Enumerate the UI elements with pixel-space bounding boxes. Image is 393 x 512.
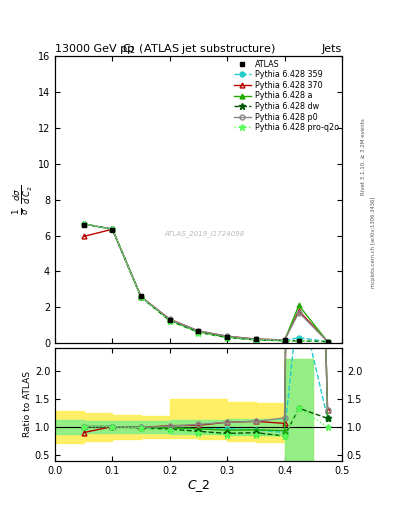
Pythia 6.428 pro-q2o — [253, 337, 258, 343]
Pythia 6.428 a — [81, 221, 86, 227]
Pythia 6.428 pro-q2o — [196, 330, 201, 336]
ATLAS — [196, 328, 201, 334]
ATLAS — [110, 227, 115, 233]
Pythia 6.428 pro-q2o — [282, 337, 287, 344]
Pythia 6.428 359 — [139, 294, 143, 300]
Pythia 6.428 359 — [110, 226, 115, 232]
ATLAS — [253, 336, 258, 343]
Pythia 6.428 dw — [282, 337, 287, 344]
Pythia 6.428 a — [253, 336, 258, 343]
Pythia 6.428 370 — [253, 336, 258, 342]
Pythia 6.428 pro-q2o — [325, 339, 330, 345]
Pythia 6.428 p0 — [110, 226, 115, 232]
Pythia 6.428 359 — [253, 336, 258, 343]
Text: ATLAS_2019_I1724098: ATLAS_2019_I1724098 — [164, 231, 244, 238]
Pythia 6.428 370 — [297, 308, 301, 314]
Text: mcplots.cern.ch [arXiv:1306.3436]: mcplots.cern.ch [arXiv:1306.3436] — [371, 197, 376, 288]
Pythia 6.428 370 — [282, 337, 287, 343]
Text: 13000 GeV pp: 13000 GeV pp — [55, 44, 134, 54]
Y-axis label: Ratio to ATLAS: Ratio to ATLAS — [23, 372, 32, 437]
X-axis label: $C\_2$: $C\_2$ — [187, 478, 210, 495]
Pythia 6.428 a — [139, 294, 143, 300]
Pythia 6.428 359 — [282, 337, 287, 344]
Text: Rivet 3.1.10, ≥ 3.2M events: Rivet 3.1.10, ≥ 3.2M events — [361, 118, 366, 195]
Text: Jets: Jets — [321, 44, 342, 54]
Pythia 6.428 370 — [196, 328, 201, 334]
Pythia 6.428 p0 — [282, 337, 287, 343]
Pythia 6.428 359 — [196, 329, 201, 335]
Pythia 6.428 a — [167, 317, 172, 323]
Pythia 6.428 a — [325, 338, 330, 345]
Pythia 6.428 p0 — [196, 328, 201, 334]
Pythia 6.428 pro-q2o — [167, 318, 172, 324]
ATLAS — [282, 337, 287, 344]
ATLAS — [81, 222, 86, 228]
Pythia 6.428 a — [282, 337, 287, 344]
Y-axis label: $\frac{1}{\sigma}\ \frac{d\sigma}{d\,C_2}$: $\frac{1}{\sigma}\ \frac{d\sigma}{d\,C_2… — [12, 184, 35, 215]
Pythia 6.428 359 — [81, 221, 86, 227]
Line: Pythia 6.428 dw: Pythia 6.428 dw — [80, 220, 331, 345]
ATLAS — [167, 316, 172, 323]
Pythia 6.428 pro-q2o — [139, 294, 143, 301]
Pythia 6.428 370 — [139, 294, 143, 300]
Pythia 6.428 a — [225, 334, 230, 340]
Pythia 6.428 p0 — [139, 294, 143, 300]
ATLAS — [139, 293, 143, 300]
Pythia 6.428 a — [297, 302, 301, 308]
Pythia 6.428 a — [110, 226, 115, 232]
Pythia 6.428 dw — [297, 338, 301, 344]
Pythia 6.428 dw — [253, 337, 258, 343]
Pythia 6.428 p0 — [225, 333, 230, 339]
Line: Pythia 6.428 370: Pythia 6.428 370 — [81, 227, 330, 344]
Pythia 6.428 pro-q2o — [297, 338, 301, 344]
Pythia 6.428 dw — [139, 294, 143, 301]
ATLAS — [325, 339, 330, 345]
Pythia 6.428 p0 — [325, 338, 330, 345]
Line: Pythia 6.428 a: Pythia 6.428 a — [81, 222, 330, 344]
Pythia 6.428 359 — [297, 335, 301, 341]
Pythia 6.428 pro-q2o — [81, 221, 86, 227]
Pythia 6.428 370 — [225, 333, 230, 339]
Title: C$_2$ (ATLAS jet substructure): C$_2$ (ATLAS jet substructure) — [121, 42, 275, 56]
Pythia 6.428 dw — [225, 334, 230, 340]
Pythia 6.428 dw — [325, 338, 330, 345]
Pythia 6.428 p0 — [167, 316, 172, 323]
Pythia 6.428 359 — [225, 334, 230, 340]
Pythia 6.428 a — [196, 329, 201, 335]
Pythia 6.428 p0 — [253, 336, 258, 342]
Line: Pythia 6.428 pro-q2o: Pythia 6.428 pro-q2o — [80, 220, 331, 346]
Pythia 6.428 359 — [167, 317, 172, 323]
ATLAS — [225, 334, 230, 340]
Pythia 6.428 dw — [110, 226, 115, 232]
Pythia 6.428 370 — [81, 233, 86, 240]
Pythia 6.428 p0 — [81, 221, 86, 227]
Pythia 6.428 pro-q2o — [110, 226, 115, 232]
Pythia 6.428 pro-q2o — [225, 335, 230, 341]
Line: Pythia 6.428 359: Pythia 6.428 359 — [81, 222, 330, 344]
Pythia 6.428 p0 — [297, 309, 301, 315]
Pythia 6.428 dw — [81, 221, 86, 227]
Pythia 6.428 370 — [167, 316, 172, 322]
Legend: ATLAS, Pythia 6.428 359, Pythia 6.428 370, Pythia 6.428 a, Pythia 6.428 dw, Pyth: ATLAS, Pythia 6.428 359, Pythia 6.428 37… — [233, 59, 340, 133]
Pythia 6.428 dw — [167, 317, 172, 324]
ATLAS — [297, 338, 301, 345]
Pythia 6.428 359 — [325, 338, 330, 345]
Line: Pythia 6.428 p0: Pythia 6.428 p0 — [81, 222, 330, 344]
Pythia 6.428 dw — [196, 329, 201, 335]
Pythia 6.428 370 — [325, 338, 330, 345]
Pythia 6.428 370 — [110, 226, 115, 232]
Line: ATLAS: ATLAS — [81, 222, 330, 344]
